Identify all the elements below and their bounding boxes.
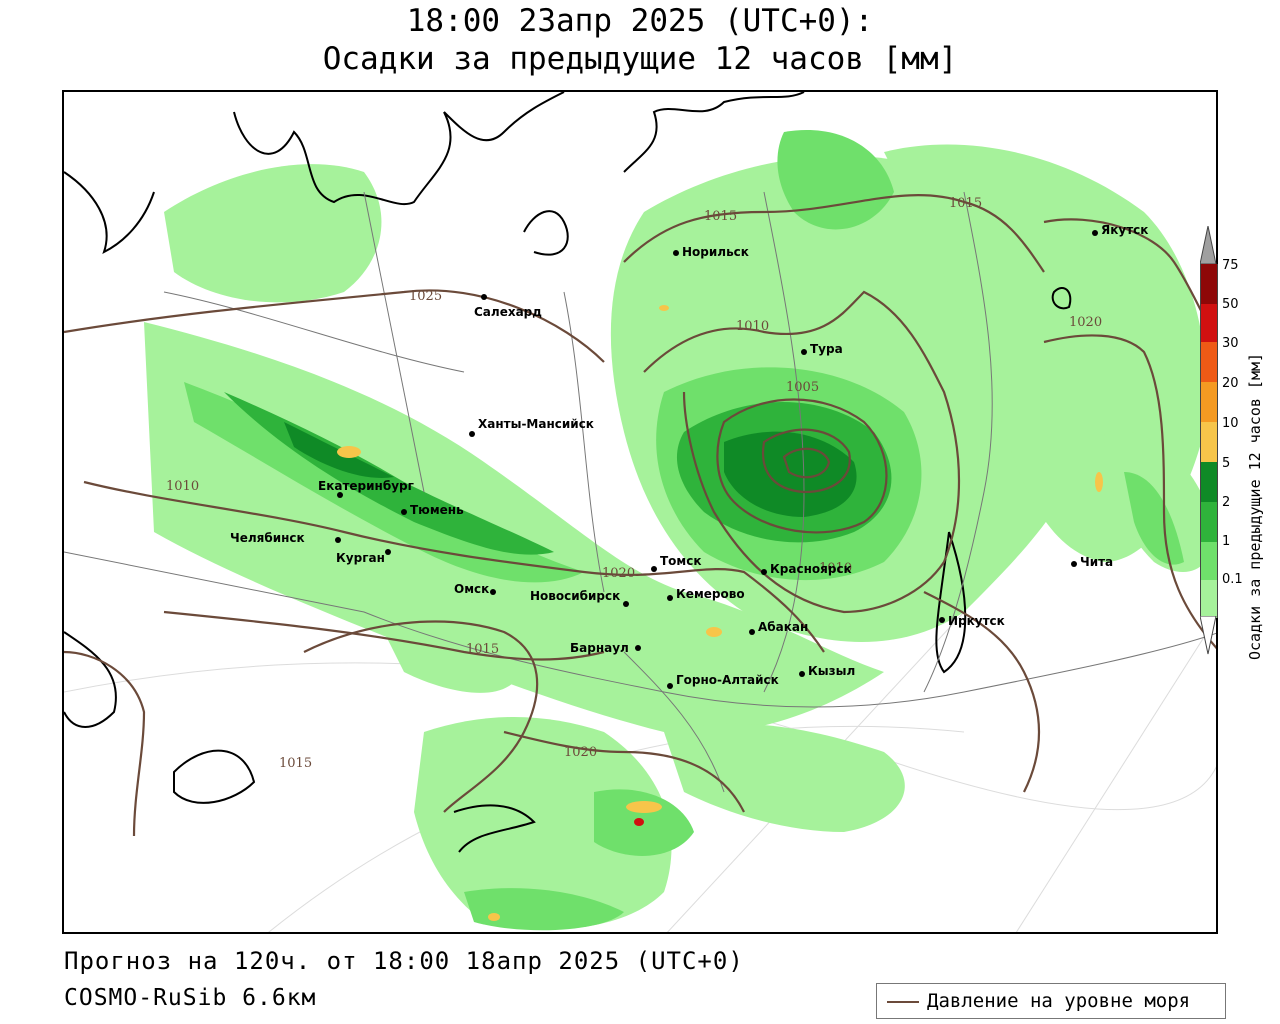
colorbar-label: 2 bbox=[1222, 495, 1231, 510]
colorbar-label: 5 bbox=[1222, 456, 1231, 471]
city-label: Норильск bbox=[682, 245, 749, 259]
city-label: Омск bbox=[454, 582, 489, 596]
colorbar-seg-20 bbox=[1200, 382, 1218, 422]
precip-colorbar bbox=[1200, 226, 1218, 655]
city-label: Челябинск bbox=[230, 531, 305, 545]
forecast-info: Прогноз на 120ч. от 18:00 18апр 2025 (UT… bbox=[64, 947, 744, 975]
city-label: Салехард bbox=[474, 305, 542, 319]
colorbar-seg-0.1 bbox=[1200, 580, 1218, 618]
city-label: Тура bbox=[810, 342, 843, 356]
pressure-legend-label: Давление на уровне моря bbox=[927, 990, 1191, 1012]
colorbar-bottom-triangle bbox=[1200, 616, 1217, 655]
city-label: Ханты-Мансийск bbox=[478, 417, 594, 431]
isobar-label: 1015 bbox=[466, 642, 499, 657]
city-label: Горно-Алтайск bbox=[676, 673, 779, 687]
city-label: Якутск bbox=[1101, 223, 1148, 237]
city-label: Курган bbox=[336, 551, 385, 565]
city-label: Барнаул bbox=[570, 641, 629, 655]
forecast-map: 1015 1015 1025 1010 1020 1005 1010 1020 … bbox=[62, 90, 1218, 934]
colorbar-top-triangle bbox=[1200, 226, 1217, 265]
pressure-legend: Давление на уровне моря bbox=[876, 983, 1226, 1019]
colorbar-seg-1 bbox=[1200, 542, 1218, 580]
map-subtitle: Осадки за предыдущие 12 часов [мм] bbox=[322, 41, 958, 77]
isobar-label: 1020 bbox=[602, 566, 635, 581]
isobar-label: 1010 bbox=[736, 319, 769, 334]
isobar-label: 1010 bbox=[819, 561, 852, 576]
colorbar-seg-5 bbox=[1200, 462, 1218, 502]
colorbar-seg-30 bbox=[1200, 342, 1218, 382]
isobars bbox=[64, 194, 1216, 837]
colorbar-label: 75 bbox=[1222, 258, 1239, 273]
pressure-line-swatch bbox=[887, 1001, 919, 1003]
isobar-label: 1020 bbox=[564, 745, 597, 760]
map-canvas: 1015 1015 1025 1010 1020 1005 1010 1020 … bbox=[64, 92, 1216, 932]
city-label: Кызыл bbox=[808, 664, 855, 678]
colorbar-label: 50 bbox=[1222, 297, 1239, 312]
colorbar-label: 10 bbox=[1222, 416, 1239, 431]
coastlines bbox=[64, 92, 1072, 853]
colorbar-label: 1 bbox=[1222, 534, 1231, 549]
colorbar-seg-2 bbox=[1200, 502, 1218, 542]
colorbar-seg-10 bbox=[1200, 422, 1218, 462]
colorbar-label: 20 bbox=[1222, 376, 1239, 391]
isobar-label: 1010 bbox=[166, 479, 199, 494]
map-title: 18:00 23апр 2025 (UTC+0): bbox=[406, 3, 874, 39]
city-label: Новосибирск bbox=[530, 589, 620, 603]
colorbar-seg-50 bbox=[1200, 304, 1218, 342]
isobar-label: 1015 bbox=[279, 756, 312, 771]
city-markers: Салехард Норильск Якутск Тура Ханты-Манс… bbox=[230, 223, 1148, 689]
isobar-label: 1020 bbox=[1069, 315, 1102, 330]
precip-extreme-spots bbox=[337, 305, 1103, 921]
colorbar-title: Осадки за предыдущие 12 часов [мм] bbox=[1246, 352, 1264, 660]
colorbar-label: 0.1 bbox=[1222, 572, 1243, 587]
city-label: Красноярск bbox=[770, 562, 852, 576]
city-label: Чита bbox=[1080, 555, 1113, 569]
city-label: Томск bbox=[660, 554, 702, 568]
isobar-label: 1015 bbox=[949, 196, 982, 211]
isobar-label: 1005 bbox=[786, 380, 819, 395]
colorbar-seg-75 bbox=[1200, 264, 1218, 304]
isobar-label: 1025 bbox=[409, 289, 442, 304]
model-name: COSMO-RuSib 6.6км bbox=[64, 985, 317, 1011]
city-label: Абакан bbox=[758, 620, 808, 634]
isobar-label: 1015 bbox=[704, 209, 737, 224]
city-label: Тюмень bbox=[410, 503, 464, 517]
isobar-labels: 1015 1015 1025 1010 1020 1005 1010 1020 … bbox=[166, 196, 1102, 771]
city-label: Иркутск bbox=[948, 614, 1005, 628]
city-label: Екатеринбург bbox=[318, 479, 414, 493]
colorbar-label: 30 bbox=[1222, 336, 1239, 351]
city-label: Кемерово bbox=[676, 587, 745, 601]
region-borders bbox=[64, 191, 1216, 793]
